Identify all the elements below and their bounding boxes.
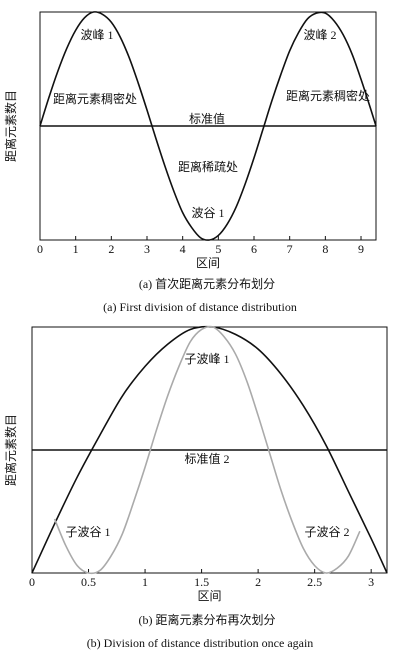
annotation: 子波谷 1 <box>65 525 110 539</box>
x-tick-label: 4 <box>180 242 186 256</box>
x-tick-label: 1.5 <box>194 575 209 589</box>
curve <box>39 11 377 241</box>
annotation: 距离元素稠密处 <box>53 91 137 106</box>
annotation: 子波峰 1 <box>184 352 229 366</box>
x-tick-label: 7 <box>287 242 293 256</box>
reference-label: 标准值 2 <box>184 451 229 466</box>
annotation: 波峰 1 <box>80 28 113 42</box>
caption: (b) 距离元素分布再次划分 <box>139 612 276 627</box>
caption-en: (a) First division of distance distribut… <box>103 300 297 314</box>
x-axis-label: 区间 <box>197 589 221 603</box>
x-axis-label: 区间 <box>196 256 220 270</box>
x-tick-label: 2 <box>108 242 114 256</box>
x-tick-label: 1 <box>73 242 79 256</box>
reference-label: 标准值 <box>189 111 225 126</box>
y-axis-label: 距离元素数目 <box>3 414 18 486</box>
caption-en: (b) Division of distance distribution on… <box>87 636 314 650</box>
x-tick-label: 6 <box>251 242 257 256</box>
curve <box>53 325 361 575</box>
annotation: 距离元素稠密处 <box>286 88 370 103</box>
x-tick-label: 9 <box>358 242 364 256</box>
annotation: 波峰 2 <box>303 28 336 42</box>
caption: (a) 首次距离元素分布划分 <box>139 276 275 291</box>
y-axis-label: 距离元素数目 <box>3 90 18 162</box>
x-tick-label: 0 <box>29 575 35 589</box>
annotation: 距离稀疏处 <box>178 159 238 174</box>
x-tick-label: 2 <box>255 575 261 589</box>
x-tick-label: 2.5 <box>307 575 322 589</box>
x-tick-label: 0 <box>37 242 43 256</box>
x-tick-label: 3 <box>144 242 150 256</box>
x-tick-label: 0.5 <box>81 575 96 589</box>
x-tick-label: 8 <box>322 242 328 256</box>
x-tick-label: 5 <box>215 242 221 256</box>
x-tick-label: 3 <box>368 575 374 589</box>
annotation: 子波谷 2 <box>304 525 349 539</box>
annotation: 波谷 1 <box>191 206 224 220</box>
x-tick-label: 1 <box>142 575 148 589</box>
